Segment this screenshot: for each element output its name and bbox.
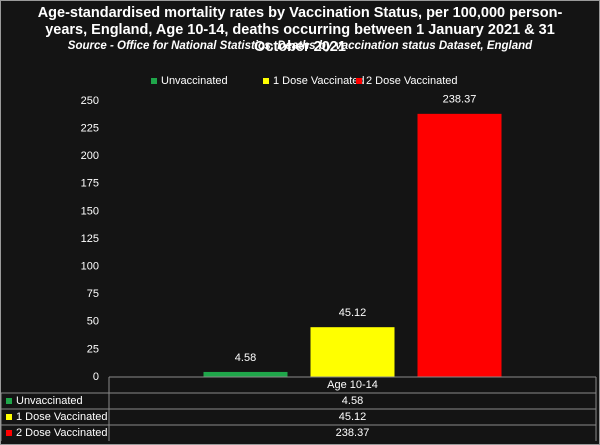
chart-subtitle: Source - Office for National Statistics,…	[67, 40, 533, 52]
bar	[203, 371, 288, 377]
table-value: 238.37	[336, 427, 370, 439]
table-key	[6, 414, 12, 420]
x-tick-label: Age 10-14	[327, 379, 378, 391]
value-label: 45.12	[339, 307, 367, 319]
table-key	[6, 430, 12, 436]
y-tick-label: 225	[81, 123, 99, 135]
y-tick-label: 50	[87, 316, 99, 328]
legend-key	[263, 78, 269, 84]
chart-title: Age-standardised mortality rates by Vacc…	[37, 5, 563, 55]
y-tick-label: 175	[81, 178, 99, 190]
legend-key	[356, 78, 362, 84]
y-tick-label: 100	[81, 261, 99, 273]
legend-label: Unvaccinated	[161, 75, 228, 87]
bar	[417, 113, 502, 377]
table-value: 4.58	[342, 395, 363, 407]
legend-label: 1 Dose Vaccinated	[273, 75, 365, 87]
y-tick-label: 25	[87, 343, 99, 355]
table-value: 45.12	[339, 411, 367, 423]
value-label: 4.58	[235, 352, 256, 364]
table-row-label: 1 Dose Vaccinated	[16, 411, 108, 423]
legend-label: 2 Dose Vaccinated	[366, 75, 458, 87]
y-tick-label: 200	[81, 150, 99, 162]
y-tick-label: 250	[81, 95, 99, 107]
value-label: 238.37	[443, 94, 477, 106]
bar	[310, 327, 395, 377]
y-tick-label: 125	[81, 233, 99, 245]
y-tick-label: 0	[93, 371, 99, 383]
y-tick-label: 150	[81, 205, 99, 217]
table-row-label: 2 Dose Vaccinated	[16, 427, 108, 439]
table-key	[6, 398, 12, 404]
table-row-label: Unvaccinated	[16, 395, 83, 407]
y-tick-label: 75	[87, 288, 99, 300]
legend-key	[151, 78, 157, 84]
